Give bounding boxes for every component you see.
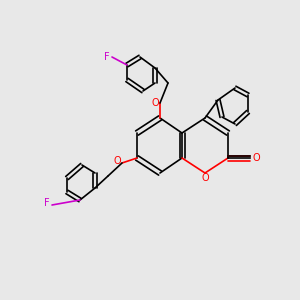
Text: F: F [104, 52, 110, 62]
Text: F: F [44, 198, 50, 208]
Text: O: O [113, 156, 121, 166]
Text: O: O [252, 153, 260, 163]
Text: O: O [201, 173, 209, 183]
Text: O: O [151, 98, 159, 108]
